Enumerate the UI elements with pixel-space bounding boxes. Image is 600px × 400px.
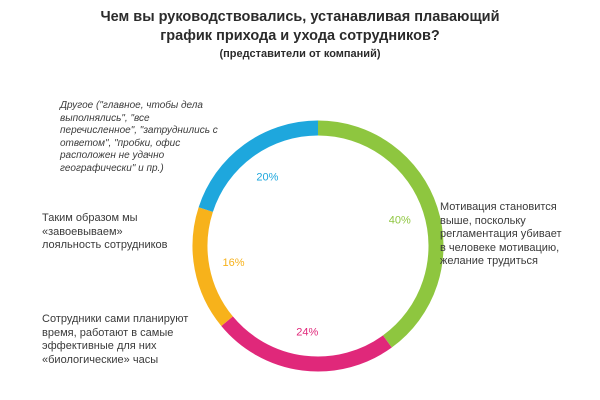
label-loyalty-pct: 16%: [223, 257, 245, 269]
slice-other: [198, 120, 319, 212]
label-biorhythm-pct: 24%: [296, 326, 318, 338]
title-block: Чем вы руководствовались, устанавливая п…: [0, 8, 600, 61]
label-motivation-pct: 40%: [389, 214, 411, 226]
slice-loyalty: [192, 207, 233, 326]
label-other-pct: 20%: [256, 171, 278, 183]
annotation-motivation: Мотивация становится выше, поскольку рег…: [440, 201, 562, 267]
chart-title: Чем вы руководствовались, устанавливая п…: [100, 9, 500, 44]
slice-biorhythm: [221, 316, 392, 372]
slice-motivation: [317, 120, 444, 348]
annotation-biorhythm: Сотрудники сами планируют время, работаю…: [42, 313, 189, 366]
chart-subtitle: (представители от компаний): [219, 48, 381, 60]
annotation-other: Другое ("главное, чтобы дела выполнялись…: [60, 100, 218, 174]
annotation-loyalty: Таким образом мы «завоевываем» лояльност…: [42, 212, 168, 251]
